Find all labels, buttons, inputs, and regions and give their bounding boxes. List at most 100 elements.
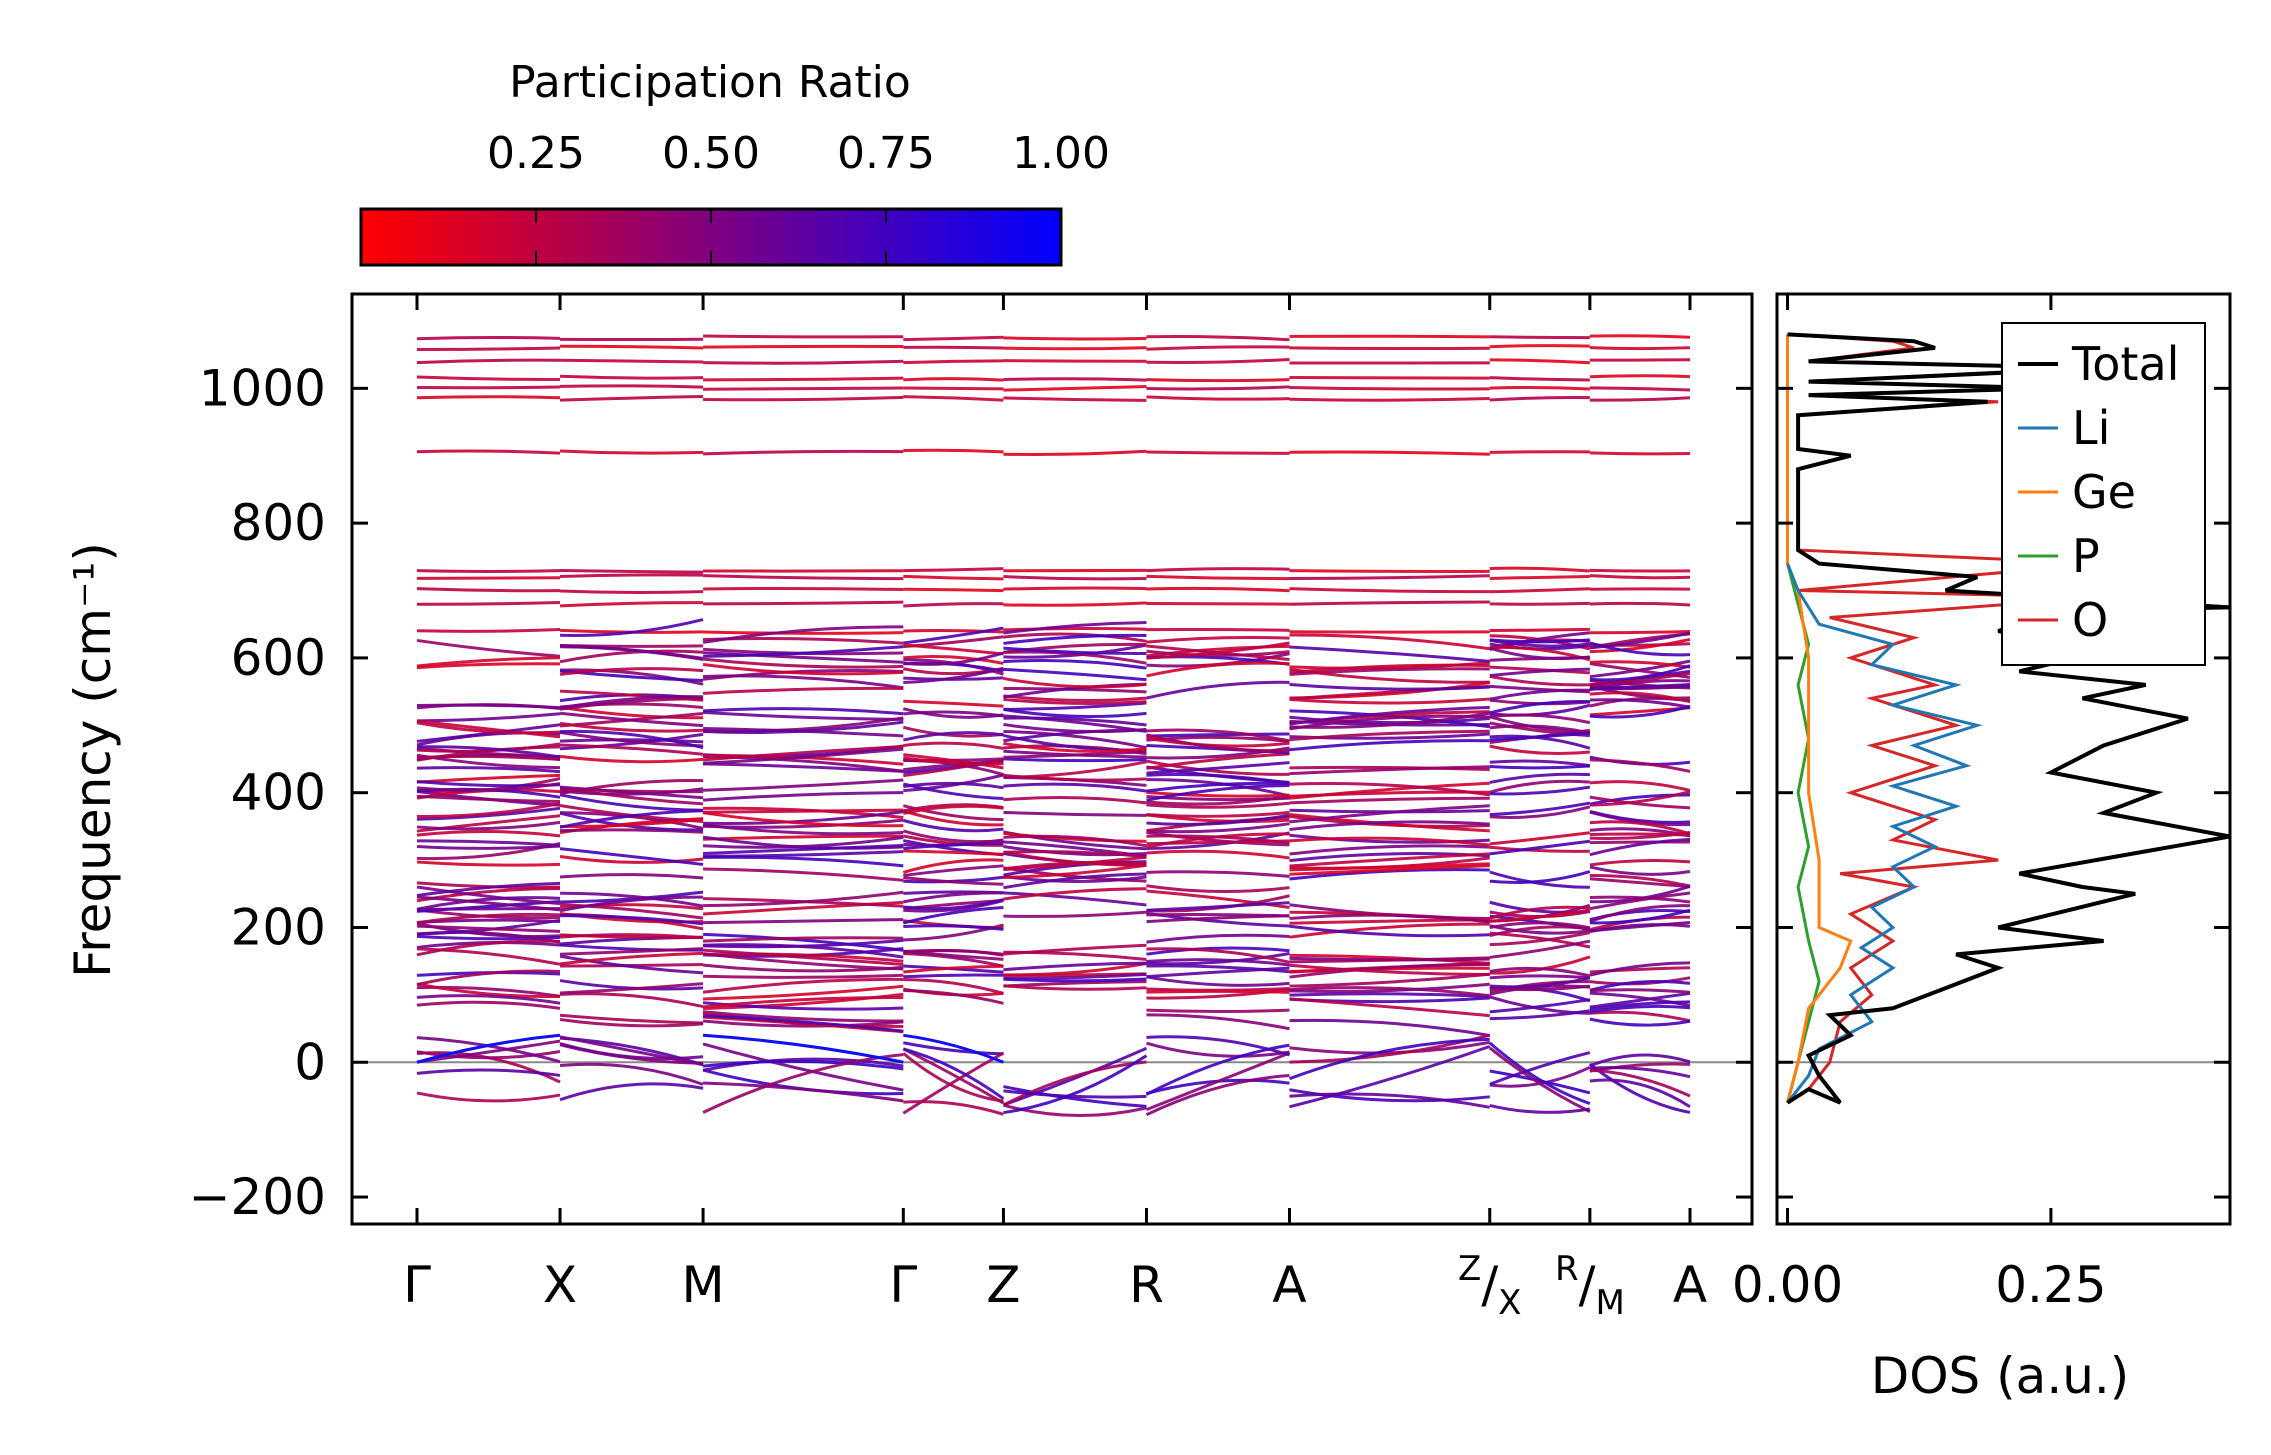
phonon-band: [902, 782, 1004, 801]
phonon-band: [1003, 730, 1147, 750]
phonon-band: [1489, 931, 1591, 947]
phonon-band: [702, 747, 904, 765]
phonon-band: [703, 867, 904, 882]
phonon-band: [416, 1050, 561, 1060]
phonon-band: [903, 626, 1004, 645]
phonon-band: [903, 386, 1004, 391]
phonon-band: [1146, 732, 1290, 738]
phonon-band: [903, 756, 1004, 766]
phonon-band: [560, 645, 704, 661]
phonon-band: [1003, 449, 1147, 456]
phonon-band: [1003, 863, 1147, 880]
phonon-band: [1146, 385, 1290, 391]
phonon-band: [1003, 694, 1147, 703]
phonon-band: [416, 885, 561, 906]
phonon-band: [1289, 972, 1490, 988]
phonon-band: [703, 1081, 904, 1103]
phonon-band: [1289, 953, 1490, 965]
phonon-band: [1589, 820, 1691, 836]
phonon-band: [1589, 334, 1691, 339]
phonon-band: [1289, 1040, 1491, 1055]
phonon-band: [903, 773, 1004, 793]
dos-x-tick-label: 0.25: [1995, 1256, 2106, 1314]
phonon-band: [903, 655, 1004, 665]
phonon-band: [1003, 795, 1147, 805]
phonon-band: [1289, 663, 1490, 675]
phonon-band: [1003, 1054, 1148, 1115]
phonon-band: [703, 720, 904, 735]
phonon-band: [703, 762, 904, 773]
phonon-band: [1589, 976, 1691, 986]
phonon-band: [1489, 974, 1590, 980]
phonon-band: [1289, 1092, 1491, 1109]
phonon-band: [1589, 1000, 1691, 1011]
phonon-band: [560, 344, 704, 350]
phonon-band: [903, 710, 1004, 718]
legend-label: Li: [2072, 401, 2110, 455]
phonon-band: [1146, 811, 1290, 818]
phonon-band: [559, 689, 704, 702]
phonon-band: [1589, 451, 1691, 456]
phonon-band: [903, 628, 1004, 634]
acoustic-band: [903, 1033, 1005, 1064]
dos-series: [1786, 332, 2230, 1105]
phonon-band: [1003, 760, 1147, 779]
phonon-band: [1589, 1078, 1691, 1108]
y-tick-label: −200: [189, 1168, 326, 1226]
phonon-band: [559, 1062, 704, 1086]
phonon-band: [559, 787, 704, 794]
x-tick-label: Z/X: [1458, 1249, 1521, 1323]
phonon-band: [559, 873, 704, 880]
phonon-band: [903, 1100, 1004, 1116]
phonon-band: [902, 858, 1004, 874]
phonon-band: [416, 895, 561, 912]
phonon-band: [1003, 831, 1147, 843]
phonon-band: [1589, 396, 1691, 402]
phonon-band: [1589, 895, 1691, 904]
phonon-band: [560, 384, 704, 389]
phonon-band: [1146, 1013, 1290, 1031]
phonon-band: [559, 1082, 704, 1102]
phonon-band: [1146, 884, 1290, 894]
phonon-band: [1146, 947, 1290, 964]
phonon-band: [1589, 840, 1691, 845]
phonon-band: [702, 707, 904, 716]
phonon-band: [416, 723, 561, 743]
phonon-band: [1589, 568, 1691, 573]
phonon-band: [416, 982, 561, 999]
phonon-band: [1489, 566, 1590, 573]
phonon-band: [1289, 729, 1490, 742]
phonon-band: [1289, 862, 1490, 872]
phonon-band: [416, 841, 561, 861]
phonon-band: [1146, 839, 1290, 846]
phonon-band: [702, 823, 904, 836]
phonon-band: [1489, 396, 1590, 402]
phonon-band: [1003, 910, 1147, 918]
y-tick-label: 1000: [199, 359, 326, 417]
phonon-band: [1146, 781, 1290, 793]
phonon-band: [902, 731, 1004, 742]
phonon-band: [416, 969, 561, 987]
phonon-band: [1489, 574, 1590, 580]
phonon-band: [702, 663, 904, 676]
phonon-band: [1003, 632, 1147, 643]
phonon-band: [559, 954, 704, 975]
phonon-band: [1146, 334, 1290, 342]
dos-panel: 0.00 0.25 DOS (a.u.) Total Li Ge PO: [1732, 292, 2232, 1405]
phonon-band: [1146, 736, 1290, 748]
phonon-band: [1489, 386, 1590, 391]
phonon-band: [1589, 374, 1691, 379]
phonon-band: [1289, 924, 1490, 938]
phonon-band: [1489, 1069, 1591, 1095]
phonon-band: [559, 743, 704, 756]
phonon-band: [1146, 680, 1290, 700]
phonon-band: [1003, 359, 1147, 363]
phonon-band: [1003, 722, 1147, 734]
band-structure-panel: −200 0 200 400 600 800 1000 Γ X M Γ Z R A Z/X R/M A Fre…: [64, 292, 1754, 1323]
phonon-band: [702, 710, 904, 721]
phonon-band: [903, 978, 1004, 995]
phonon-band: [1489, 744, 1591, 756]
phonon-band: [416, 924, 561, 933]
phonon-band: [702, 1042, 904, 1092]
dos-legend: Total Li Ge PO: [2001, 322, 2206, 666]
